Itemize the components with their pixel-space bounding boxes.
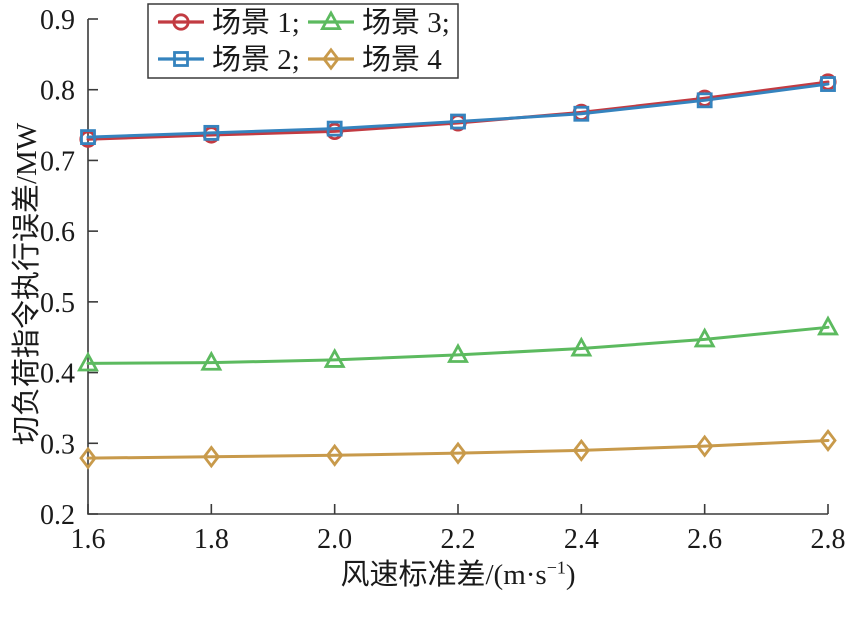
x-tick-label: 2.8 — [811, 524, 846, 555]
square-marker — [326, 120, 343, 137]
square-marker — [820, 76, 836, 92]
series-1 — [79, 73, 837, 148]
square-marker — [450, 113, 466, 130]
x-tick-label: 2.0 — [317, 524, 352, 555]
y-tick-label: 0.5 — [40, 288, 75, 319]
y-axis-label: 切负荷指令执行误差/MW — [11, 122, 43, 445]
legend-label: 场景 4 — [362, 44, 442, 76]
x-tick-label: 2.4 — [564, 524, 599, 555]
x-axis-label: 风速标准差/(m·s−1) — [88, 551, 828, 593]
legend-label: 场景 3; — [362, 7, 450, 39]
series-line-4 — [86, 438, 830, 460]
legend: 场景 1; 场景 2; 场景 3; 场景 4 — [147, 3, 459, 79]
diamond-marker — [325, 443, 344, 467]
series-line-2 — [86, 82, 830, 139]
x-axis-label-suffix: ) — [565, 559, 576, 591]
series-3 — [77, 315, 839, 372]
y-tick-label: 0.8 — [40, 76, 75, 107]
triangle-marker — [323, 347, 346, 368]
triangle-marker — [817, 315, 839, 336]
x-axis-label-superscript: −1 — [546, 557, 566, 578]
series-line-3 — [86, 325, 830, 365]
legend-entry-3: 场景 3; — [308, 7, 450, 39]
y-tick-label: 0.6 — [40, 217, 75, 248]
triangle-marker — [77, 351, 99, 372]
legend-entry-1: 场景 1; — [158, 7, 300, 39]
x-tick-label: 2.2 — [441, 524, 476, 555]
y-tick-label: 0.9 — [40, 5, 75, 36]
triangle-marker — [570, 336, 593, 357]
legend-label: 场景 1; — [212, 7, 300, 39]
series-4 — [79, 428, 837, 470]
legend-entry-2: 场景 2; — [158, 44, 300, 76]
diamond-marker — [449, 441, 467, 465]
triangle-marker — [447, 342, 469, 363]
x-tick-label: 2.6 — [687, 524, 722, 555]
y-tick-label: 0.2 — [40, 500, 75, 531]
x-tick-label: 1.8 — [194, 524, 229, 555]
diamond-marker — [79, 446, 97, 470]
diamond-marker — [322, 47, 340, 71]
y-tick-label: 0.3 — [40, 429, 75, 460]
y-tick-label: 0.7 — [40, 146, 75, 177]
square-marker — [203, 124, 220, 141]
y-tick-label: 0.4 — [40, 359, 75, 390]
legend-entry-4: 场景 4 — [308, 44, 442, 76]
legend-box — [147, 3, 459, 79]
series-2 — [80, 76, 836, 145]
diamond-marker — [572, 438, 591, 462]
x-tick-label: 1.6 — [71, 524, 106, 555]
axes-spines — [87, 19, 828, 515]
triangle-marker — [200, 350, 223, 371]
circle-marker — [172, 13, 190, 31]
x-axis-label-text: 风速标准差/(m·s — [340, 559, 547, 591]
square-marker — [80, 129, 96, 145]
square-marker — [573, 105, 590, 122]
square-marker — [173, 51, 189, 67]
square-marker — [696, 92, 713, 109]
diamond-marker — [819, 428, 837, 452]
legend-label: 场景 2; — [212, 44, 300, 76]
diamond-marker — [695, 434, 714, 458]
triangle-marker — [693, 327, 716, 348]
diamond-marker — [202, 445, 221, 469]
triangle-marker — [320, 10, 342, 30]
